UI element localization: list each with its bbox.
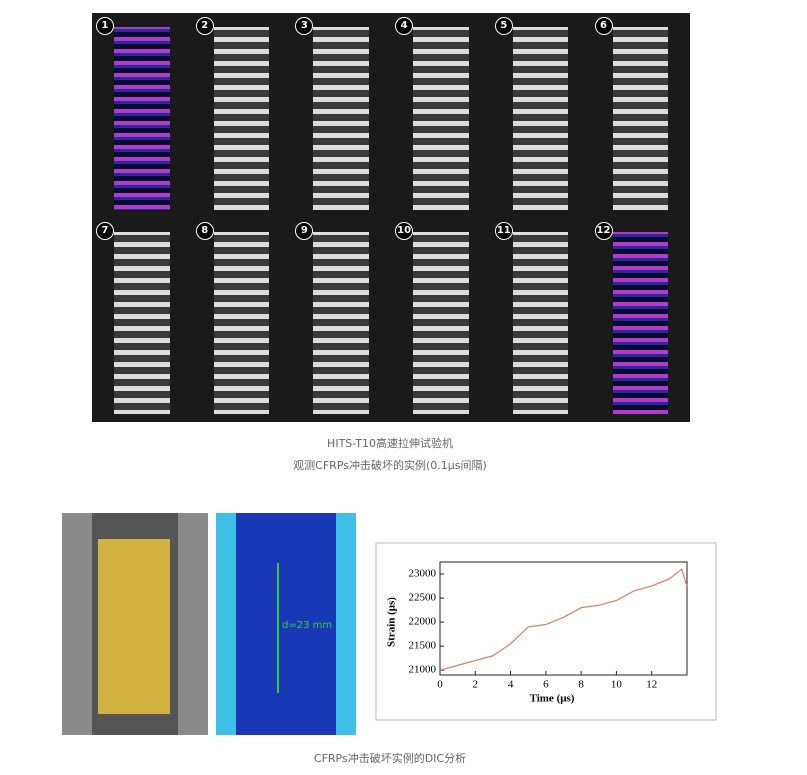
x-tick-label: 12 (646, 679, 657, 691)
plot-area (439, 561, 688, 676)
panel-image: 6 (591, 13, 691, 218)
photo-specimen (62, 513, 208, 735)
x-tick-label: 4 (508, 679, 514, 691)
x-axis-label: Time (μs) (530, 693, 575, 705)
panel-image: 12 (591, 218, 691, 423)
chart-frame (375, 542, 717, 721)
panel-image: 11 (491, 218, 591, 423)
y-axis-label: Strain (μs) (386, 597, 398, 647)
panel-image: 5 (491, 13, 591, 218)
panel-number: 12 (594, 221, 613, 240)
panel-number: 7 (96, 221, 114, 240)
panel-number: 4 (395, 17, 414, 35)
caption: CFRPs冲击破坏实例的DIC分析 (313, 752, 467, 765)
panel-number: 8 (195, 221, 214, 240)
x-tick-label: 8 (578, 679, 584, 691)
panel-number: 3 (295, 17, 314, 35)
panel-image: 9 (291, 218, 391, 423)
panel-number: 9 (295, 221, 314, 240)
panel-number: 6 (594, 17, 613, 35)
panel-number: 2 (195, 17, 214, 35)
y-tick-label: 23000 (409, 568, 437, 580)
panel-image: 4 (391, 13, 491, 218)
y-tick-label: 22500 (409, 592, 437, 604)
panel-image: 8 (192, 218, 292, 423)
image-grid: 1 2 3 4 5 6 7 8 9 10 11 12 (92, 13, 690, 422)
photo-dic (216, 513, 356, 735)
y-tick-label: 21500 (409, 640, 437, 652)
panel-number: 5 (494, 17, 513, 35)
x-tick-label: 6 (543, 679, 549, 691)
panel-image: 3 (291, 13, 391, 218)
data-line (439, 568, 688, 671)
y-tick-label: 21000 (409, 664, 437, 676)
annotation: d=23 mm (282, 620, 332, 631)
x-tick-label: 10 (611, 679, 623, 691)
caption: 观测CFRPs冲击破坏的实例(0.1μs间隔) (293, 459, 487, 472)
panel-image: 2 (192, 13, 292, 218)
panel-image: 7 (92, 218, 192, 423)
panel-number: 10 (395, 221, 414, 240)
panel-number: 1 (96, 17, 114, 35)
caption: HITS-T10高速拉伸试验机 (327, 437, 453, 450)
panel-image: 1 (92, 13, 192, 218)
panel-number: 11 (494, 221, 513, 240)
x-tick-label: 2 (473, 679, 479, 691)
y-tick-label: 22000 (409, 616, 437, 628)
x-tick-label: 0 (437, 679, 443, 691)
panel-image: 10 (391, 218, 491, 423)
